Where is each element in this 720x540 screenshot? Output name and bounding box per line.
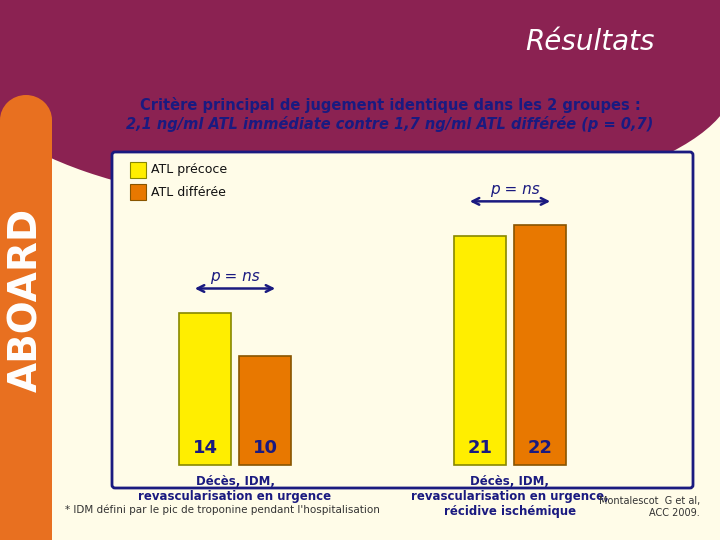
Text: Critère principal de jugement identique dans les 2 groupes :: Critère principal de jugement identique … (140, 97, 640, 113)
Bar (239, 356, 291, 465)
Ellipse shape (0, 95, 52, 145)
Text: ABOARD: ABOARD (7, 208, 45, 392)
Text: Décès, IDM,
revascularisation en urgence: Décès, IDM, revascularisation en urgence (138, 475, 332, 503)
Bar (179, 313, 231, 465)
Text: 10: 10 (253, 439, 277, 457)
Bar (454, 237, 506, 465)
Bar (130, 162, 146, 178)
Text: p = ns: p = ns (490, 183, 540, 197)
Text: * IDM défini par le pic de troponine pendant l'hospitalisation: * IDM défini par le pic de troponine pen… (65, 505, 380, 515)
Bar (514, 225, 566, 465)
Text: 2,1 ng/ml ATL immédiate contre 1,7 ng/ml ATL différée (p = 0,7): 2,1 ng/ml ATL immédiate contre 1,7 ng/ml… (127, 116, 654, 132)
Bar (0, 0, 720, 80)
Text: Décès, IDM,
revascularisation en urgence,
récidive ischémique: Décès, IDM, revascularisation en urgence… (411, 475, 609, 518)
Text: 14: 14 (192, 439, 217, 457)
Ellipse shape (0, 0, 720, 210)
Text: p = ns: p = ns (210, 269, 260, 285)
Text: Résultats: Résultats (526, 28, 654, 56)
FancyBboxPatch shape (112, 152, 693, 488)
Text: 22: 22 (528, 439, 552, 457)
Text: Montalescot  G et al,
ACC 2009.: Montalescot G et al, ACC 2009. (599, 496, 700, 518)
Text: ATL différée: ATL différée (151, 186, 226, 199)
Bar (0, 120, 52, 540)
Text: 21: 21 (467, 439, 492, 457)
Text: ATL précoce: ATL précoce (151, 164, 227, 177)
Bar (130, 184, 146, 200)
